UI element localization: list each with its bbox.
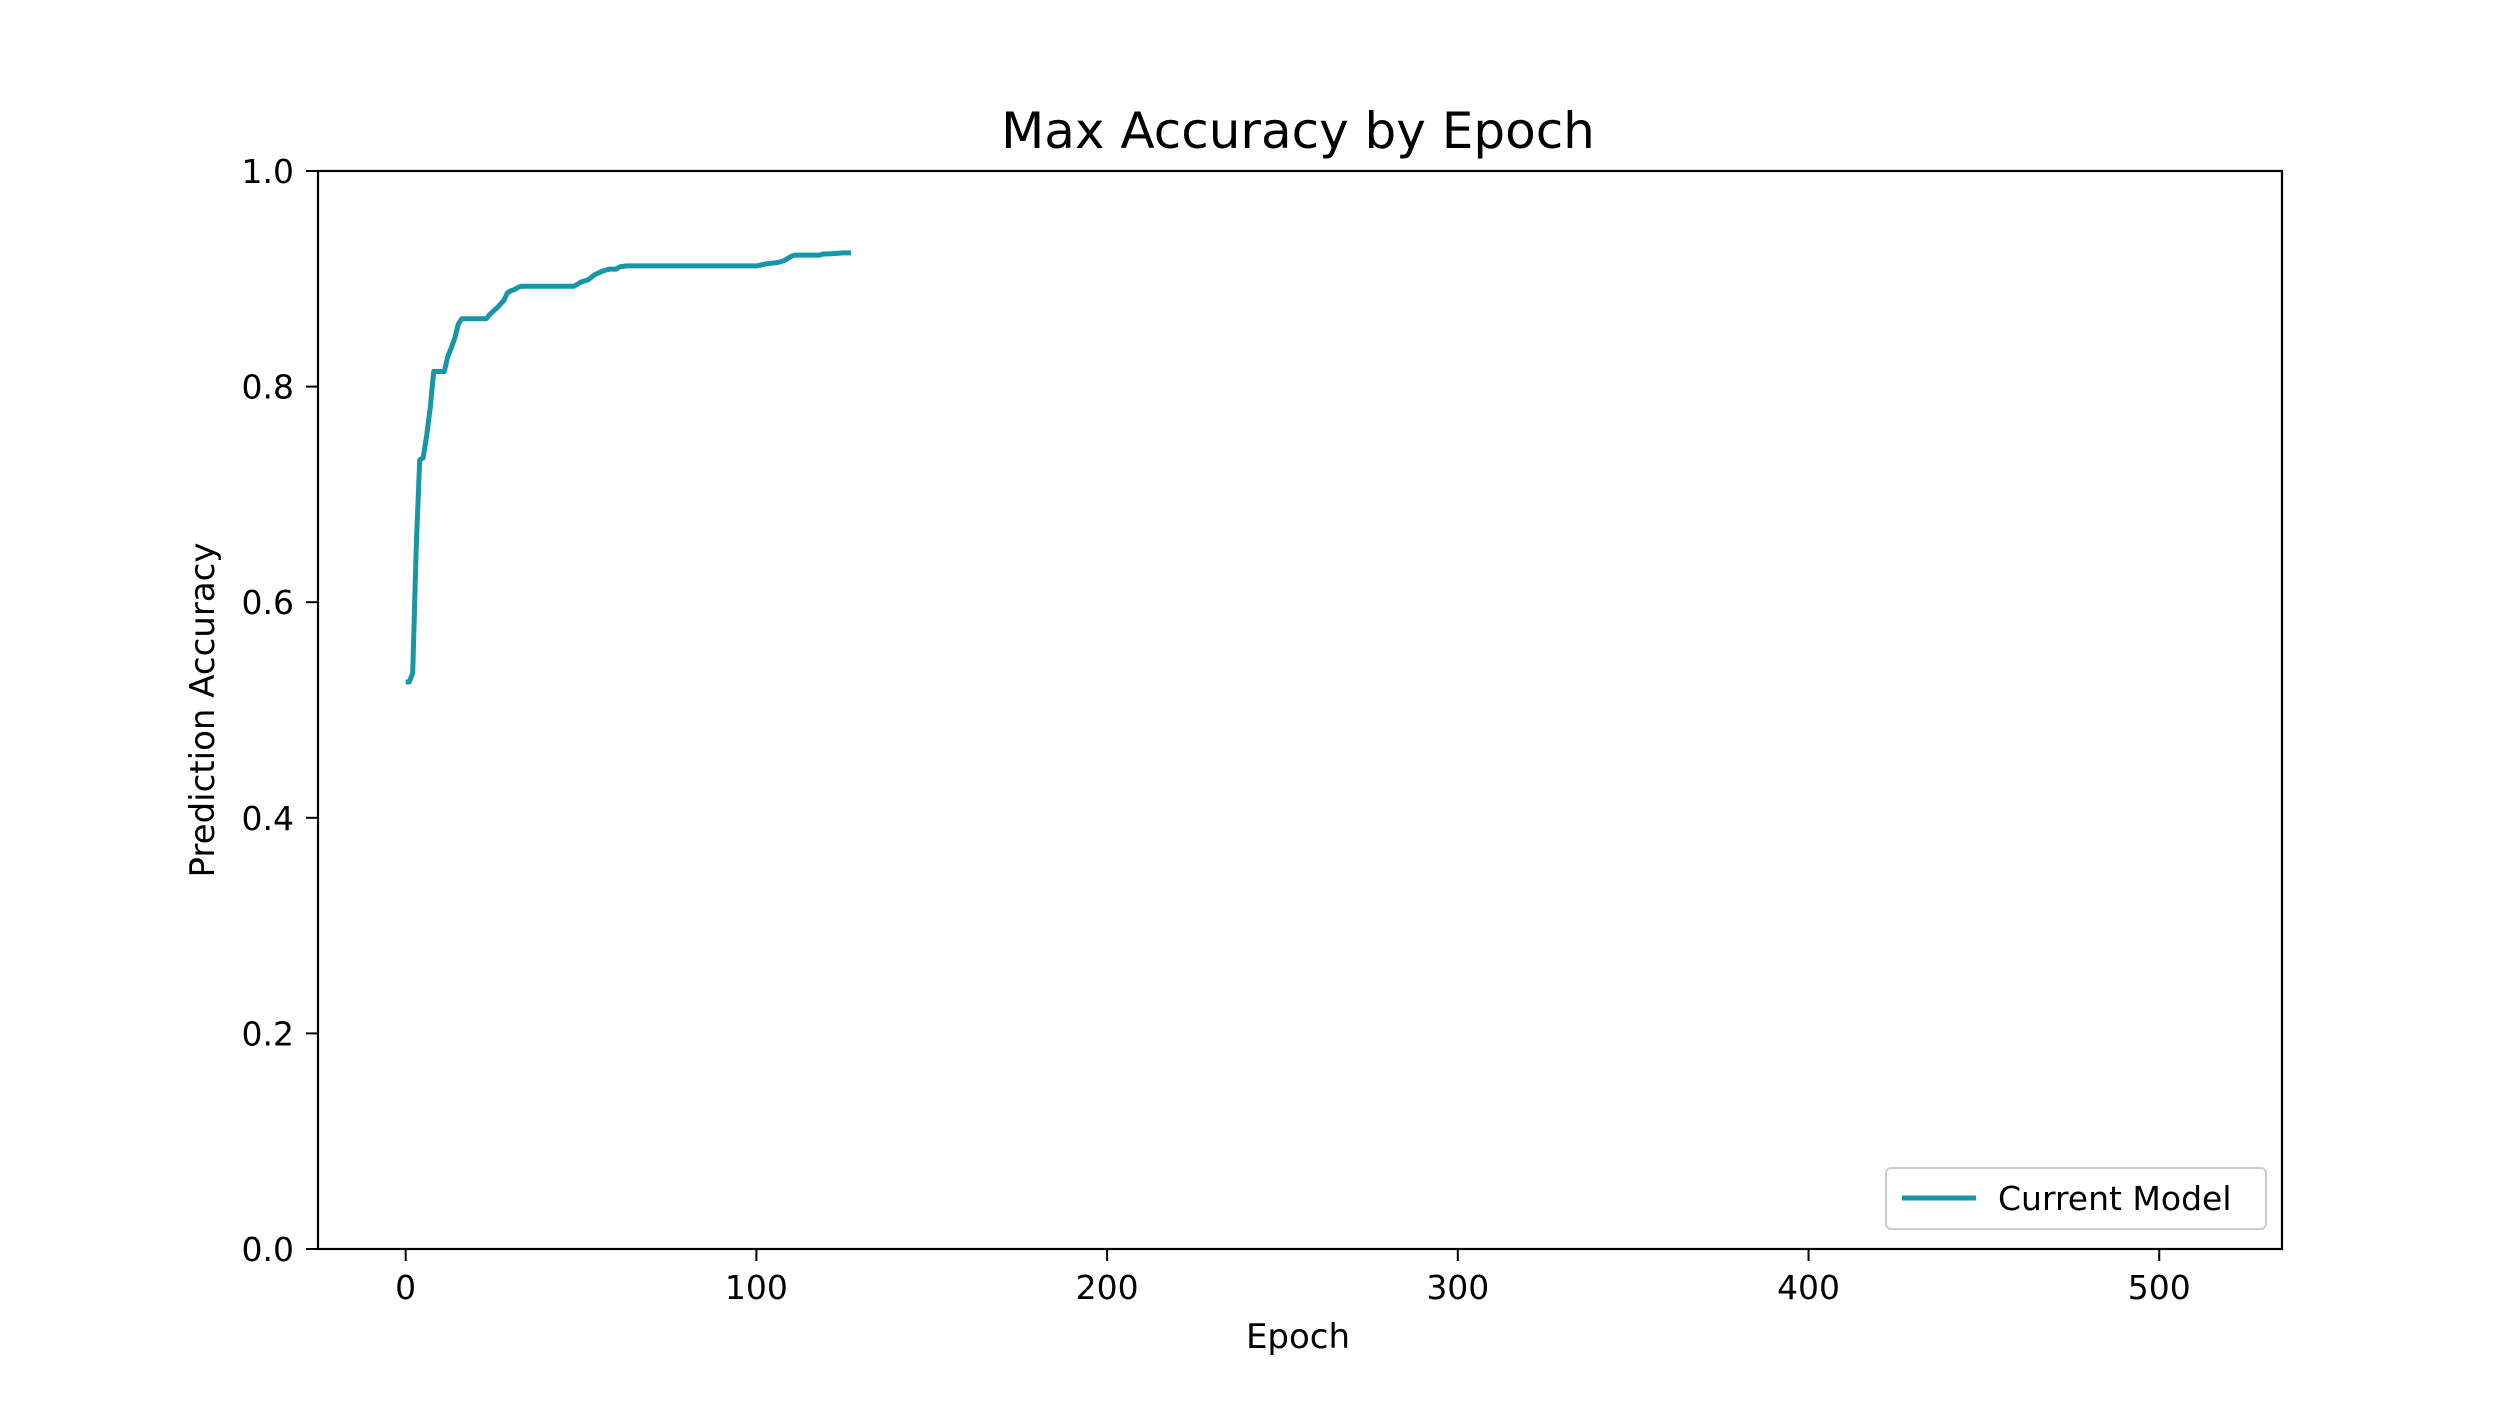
y-tick-label: 0.2: [242, 1014, 294, 1053]
y-tick-label: 1.0: [242, 152, 294, 191]
y-axis-label: Prediction Accuracy: [183, 543, 223, 878]
series-layer: [405, 250, 852, 685]
x-tick-label: 400: [1777, 1268, 1840, 1307]
plot-frame: [316, 169, 2284, 1251]
x-axis-ticks: 0 100 200 300 400 500: [395, 1249, 2191, 1307]
y-axis-ticks: 0.0 0.2 0.4 0.6 0.8 1.0: [242, 152, 318, 1269]
x-axis-label: Epoch: [1246, 1317, 1350, 1357]
y-tick-label: 0.4: [242, 799, 294, 838]
y-tick-label: 0.6: [242, 583, 294, 622]
x-tick-label: 300: [1426, 1268, 1489, 1307]
x-tick-label: 100: [725, 1268, 788, 1307]
legend: Current Model: [1885, 1167, 2267, 1230]
series-line-current-model: [405, 250, 852, 685]
y-tick-label: 0.8: [242, 368, 294, 407]
legend-label-current-model: Current Model: [1998, 1179, 2232, 1218]
x-tick-label: 0: [395, 1268, 416, 1307]
y-tick-label: 0.0: [242, 1230, 294, 1269]
x-tick-label: 500: [2128, 1268, 2191, 1307]
x-tick-label: 200: [1076, 1268, 1139, 1307]
chart-title: Max Accuracy by Epoch: [1001, 102, 1595, 160]
legend-box: [1885, 1167, 2267, 1230]
